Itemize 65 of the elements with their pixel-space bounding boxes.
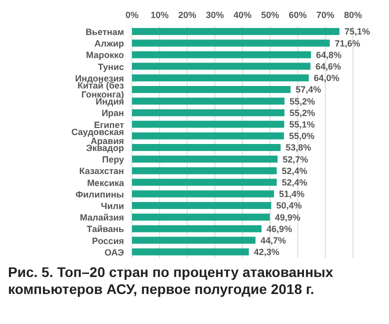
bar: [132, 167, 277, 174]
bar: [132, 62, 310, 70]
data-label: 57,4%: [296, 84, 322, 95]
y-tick-label: Тайвань: [86, 224, 124, 234]
y-tick-label: Индия: [96, 96, 124, 107]
bar: [132, 51, 312, 58]
data-label: 55,0%: [288, 131, 314, 142]
y-tick-label: Марокко: [86, 50, 124, 60]
bar: [132, 248, 249, 256]
bar: [132, 28, 340, 35]
y-tick-label: Россия: [92, 236, 124, 246]
bar: [132, 236, 256, 244]
y-tick-label: Перу: [102, 154, 124, 165]
data-label: 52,4%: [282, 177, 308, 188]
text: Рис. 5. Топ–20 стран по проценту атакованных компьютеров АСУ, первое полугодие 2018 г.: [8, 264, 334, 298]
x-tick-label: 60%: [288, 10, 307, 20]
bar: [132, 156, 278, 163]
data-label: 64,6%: [315, 61, 341, 72]
y-tick-label: Малайзия: [80, 212, 124, 223]
y-tick-label: ОАЭ: [104, 247, 125, 258]
bar: [132, 225, 262, 232]
bar: [132, 190, 274, 198]
bar: [132, 120, 284, 128]
y-tick-label: Казахстан: [79, 166, 124, 176]
x-tick-label: 80%: [344, 10, 362, 20]
x-tick-label: 50%: [261, 10, 280, 20]
bar: [132, 132, 284, 140]
data-label: 52,7%: [282, 154, 308, 164]
bar: [132, 202, 272, 209]
bar: [132, 144, 281, 151]
data-label: 64,0%: [314, 73, 340, 84]
y-tick-label: Вьетнам: [86, 26, 124, 37]
bar: [132, 86, 291, 93]
bar: [132, 214, 270, 221]
data-label: 42,3%: [254, 247, 280, 258]
data-label: 64,8%: [316, 50, 342, 60]
bar: [132, 178, 277, 186]
data-label: 53,8%: [286, 142, 312, 153]
x-tick-label: 70%: [316, 10, 334, 20]
x-tick-label: 30%: [206, 10, 224, 20]
y-tick-label: Тунис: [98, 62, 124, 72]
x-tick-label: 0%: [125, 10, 139, 20]
data-label: 51,4%: [278, 189, 305, 200]
x-tick-label: 40%: [233, 10, 252, 20]
data-label: 46,9%: [266, 224, 292, 234]
x-tick-label: 20%: [178, 10, 196, 20]
data-label: 52,4%: [282, 166, 308, 176]
y-tick-label: Иран: [102, 108, 124, 118]
y-tick-label: Мексика: [87, 178, 125, 188]
bar: [132, 109, 284, 116]
bar: [132, 98, 284, 105]
data-label: 50,4%: [276, 200, 302, 211]
data-label: 55,2%: [289, 108, 316, 118]
data-label: 55,1%: [289, 119, 315, 130]
y-tick-label: Филипины: [75, 189, 124, 200]
data-label: 49,9%: [274, 212, 300, 222]
data-label: 75,1%: [344, 26, 370, 37]
y-tick-label: Чили: [100, 200, 124, 211]
data-label: 55,2%: [289, 96, 316, 106]
bar: [132, 40, 330, 47]
data-label: 71,6%: [334, 38, 360, 48]
y-tick-label: Алжир: [94, 38, 124, 49]
x-tick-label: 10%: [150, 10, 169, 20]
bar: [132, 74, 309, 82]
data-label: 44,7%: [260, 235, 286, 246]
